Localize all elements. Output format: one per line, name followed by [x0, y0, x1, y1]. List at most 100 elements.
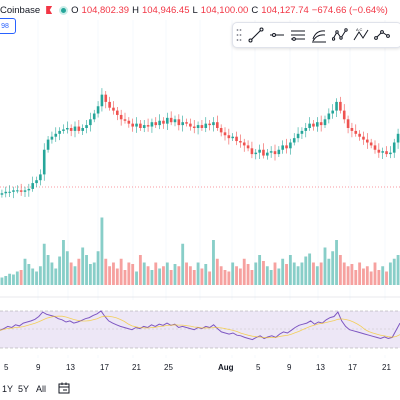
volume-badge[interactable]: 98	[0, 18, 16, 34]
candle-body	[23, 190, 27, 192]
candle-body	[4, 191, 8, 194]
candle-body	[277, 149, 281, 155]
candle-body	[8, 191, 11, 193]
time-tick: 21	[382, 363, 391, 372]
candle-body	[204, 123, 208, 128]
flag-icon[interactable]	[46, 6, 53, 14]
volume-bar	[23, 258, 27, 285]
volume-bar	[19, 270, 23, 285]
volume-bar	[250, 270, 254, 285]
volume-bar	[335, 240, 338, 285]
volume-bar	[73, 266, 77, 285]
candle-body	[289, 142, 292, 149]
candle-body	[304, 128, 308, 131]
volume-bar	[138, 255, 142, 285]
ohlc-high-value: 104,946.45	[141, 4, 190, 16]
volume-bar	[85, 255, 88, 285]
volume-bar	[142, 262, 146, 285]
candlestick-series	[0, 88, 400, 199]
volume-bar	[254, 262, 258, 285]
volume-bar	[269, 270, 273, 285]
candle-body	[154, 122, 158, 126]
time-tick: 13	[316, 363, 325, 372]
candle-body	[108, 101, 111, 108]
price-chart[interactable]	[0, 0, 400, 360]
candle-body	[223, 132, 227, 136]
volume-bar	[181, 243, 185, 285]
volume-bar	[323, 247, 327, 285]
volume-bar	[54, 268, 58, 285]
range-all-button[interactable]: All	[36, 384, 47, 394]
candle-body	[331, 110, 334, 114]
drawing-toolbar: A C	[232, 22, 400, 48]
volume-bar	[108, 266, 112, 285]
volume-bar	[319, 262, 323, 285]
candle-body	[354, 130, 358, 134]
volume-bar	[127, 262, 131, 285]
candle-body	[258, 149, 261, 153]
parallel-channel-icon[interactable]	[288, 25, 308, 45]
time-axis: 5 9 13 17 21 25 Aug 5 9 13 17 21	[0, 360, 400, 376]
volume-bar	[69, 262, 73, 285]
volume-bar	[31, 268, 35, 285]
volume-bar	[65, 251, 69, 285]
volume-bar	[212, 240, 215, 285]
volume-bar	[196, 262, 200, 285]
path-icon[interactable]	[372, 25, 392, 45]
time-tick: 9	[36, 363, 41, 372]
volume-bar	[246, 264, 250, 285]
time-tick: Aug	[218, 363, 234, 372]
volume-bar	[165, 262, 169, 285]
volume-bar	[4, 276, 8, 285]
calendar-range-icon[interactable]	[58, 382, 70, 394]
candle-body	[273, 151, 277, 155]
volume-bar	[365, 266, 369, 285]
candle-body	[100, 94, 104, 107]
volume-bar	[385, 271, 388, 285]
volume-bar	[38, 266, 42, 285]
regression-trend-icon[interactable]	[309, 25, 329, 45]
candle-body	[58, 130, 61, 134]
candle-body	[312, 123, 315, 127]
volume-bar	[288, 255, 292, 285]
volume-bar	[104, 258, 108, 285]
candle-body	[350, 128, 354, 131]
volume-bar	[215, 258, 219, 285]
time-tick: 5	[256, 363, 261, 372]
candle-body	[77, 126, 81, 131]
candle-body	[12, 190, 15, 192]
candle-body	[19, 190, 23, 192]
candle-body	[73, 126, 77, 131]
range-5y-button[interactable]: 5Y	[18, 384, 30, 394]
ohlc-low-value: 104,100.00	[200, 4, 249, 16]
volume-bar	[77, 258, 81, 285]
abcd-pattern-icon[interactable]: A C	[351, 25, 371, 45]
volume-bar	[277, 268, 281, 285]
range-1y-button[interactable]: 1Y	[2, 384, 14, 394]
xabcd-pattern-icon[interactable]	[330, 25, 350, 45]
candle-body	[35, 180, 38, 184]
candle-body	[123, 119, 127, 121]
volume-bar	[185, 262, 188, 285]
candle-body	[31, 183, 34, 189]
volume-bar	[238, 268, 242, 285]
candle-body	[235, 136, 238, 142]
grip-icon[interactable]	[236, 28, 242, 42]
trend-line-icon[interactable]	[246, 25, 266, 45]
volume-bar	[327, 258, 331, 285]
ray-icon[interactable]	[267, 25, 287, 45]
exchange-label[interactable]: Coinbase	[0, 4, 41, 16]
candle-body	[285, 145, 288, 149]
candle-body	[231, 136, 234, 139]
volume-bar	[92, 262, 96, 285]
volume-bar	[338, 255, 342, 285]
candle-body	[254, 152, 258, 155]
volume-bar	[223, 270, 227, 285]
candle-body	[316, 122, 319, 127]
volume-bar	[173, 264, 177, 285]
candle-body	[96, 106, 100, 114]
volume-bar	[350, 264, 354, 285]
candle-body	[200, 125, 204, 128]
candle-body	[181, 122, 184, 126]
candle-body	[166, 117, 169, 124]
